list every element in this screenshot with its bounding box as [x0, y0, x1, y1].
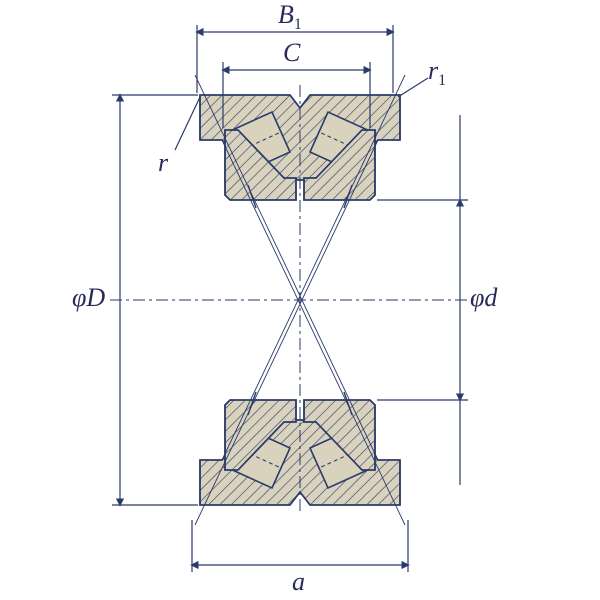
leader-r — [175, 97, 200, 150]
dim-a — [192, 520, 408, 572]
label-C: C — [283, 38, 300, 68]
label-phid: φd — [470, 283, 497, 313]
label-r1: r1 — [428, 56, 446, 90]
label-phiD: φD — [72, 283, 105, 313]
label-a: a — [292, 567, 305, 597]
bearing-diagram: { "labels": { "B1_prefix": "B", "B1_sub"… — [0, 0, 600, 600]
label-B1: B1 — [278, 0, 302, 34]
label-r: r — [158, 148, 168, 178]
